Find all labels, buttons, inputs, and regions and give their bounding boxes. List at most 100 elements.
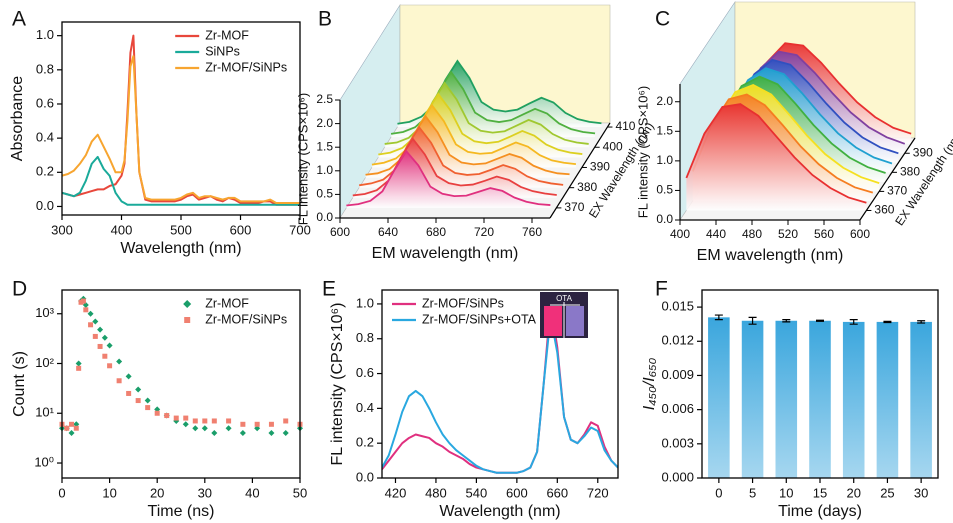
inset-vial [544, 306, 562, 336]
inset-vial [566, 306, 584, 336]
y-tick-label: 1.0 [316, 163, 333, 177]
point [75, 360, 82, 367]
point [201, 425, 208, 432]
plot-frame [61, 21, 301, 216]
x-tick-label: 700 [289, 222, 311, 237]
error-bar [849, 319, 858, 325]
y-tick-label: 0.000 [661, 469, 694, 484]
point [192, 425, 199, 432]
plot-frame [701, 289, 939, 479]
y-tick-label: 0.0 [656, 212, 673, 226]
x-tick-label: 30 [198, 485, 212, 500]
x-tick-label: 30 [914, 485, 928, 500]
point [97, 326, 104, 333]
y-axis-label: Count (s) [11, 351, 28, 417]
point [145, 405, 151, 411]
x-tick-label: 560 [814, 227, 834, 241]
x-tick-label: 0 [58, 485, 65, 500]
y-tick-label: 0.0 [316, 210, 333, 224]
z-tick-label: 380 [900, 164, 920, 178]
bar [708, 317, 730, 478]
bar [741, 320, 764, 478]
x-tick-label: 5 [749, 485, 756, 500]
point [87, 310, 94, 317]
y-tick-label: 0.009 [661, 367, 694, 382]
point [211, 418, 217, 424]
legend-label: SiNPs [205, 44, 240, 58]
point [76, 365, 82, 371]
legend-label: Zr-MOF [205, 28, 249, 42]
y-tick-label: 2.5 [316, 92, 333, 106]
x-tick-label: 400 [670, 227, 690, 241]
x-tick-label: 660 [546, 485, 568, 500]
legend-marker [183, 300, 192, 308]
y-tick-label: 0.0 [356, 469, 374, 484]
point [106, 342, 113, 349]
z-tick-label: 370 [564, 200, 584, 214]
panel-label: E [322, 278, 336, 301]
x-axis-label: Wavelength (nm) [120, 240, 241, 257]
plot-frame [61, 289, 301, 479]
x-tick-label: 760 [522, 225, 542, 239]
z-tick-label: 410 [615, 119, 635, 133]
point [225, 425, 232, 432]
legend-marker [184, 317, 191, 323]
z-tick-label: 400 [603, 139, 623, 153]
legend-label: Zr-MOF/SiNPs [422, 296, 504, 310]
error-bar [714, 314, 723, 321]
y-tick-label: 0.8 [356, 330, 374, 345]
z-tick-label: 390 [590, 160, 610, 174]
point [126, 390, 132, 396]
point [88, 322, 94, 328]
y-tick-label: 2.0 [656, 94, 673, 108]
x-tick-label: 10 [779, 485, 793, 500]
y-tick-label: 0.006 [661, 401, 694, 416]
point [125, 373, 132, 380]
y-tick-label: 0.8 [36, 61, 54, 76]
y-tick-label: 0.5 [656, 183, 673, 197]
y-tick-label: 1.0 [656, 153, 673, 167]
z-tick-label: 390 [913, 145, 933, 159]
point [135, 398, 141, 404]
x-tick-label: 600 [230, 222, 252, 237]
y-axis-label: FL intensity (CPS×10⁶) [329, 303, 346, 466]
y-tick-label: 0.003 [661, 435, 694, 450]
z-tick-label: 380 [577, 180, 597, 194]
point [135, 386, 142, 393]
x-tick-label: 25 [880, 485, 894, 500]
bar [809, 320, 831, 478]
x-tick-label: 500 [170, 222, 192, 237]
point [73, 425, 79, 431]
series-line [382, 315, 618, 474]
legend-label: Zr-MOF [205, 296, 249, 310]
x-tick-label: 720 [474, 225, 494, 239]
x-tick-label: 440 [706, 227, 726, 241]
panel-label: F [655, 278, 668, 301]
panel-label: B [318, 8, 332, 31]
bar [775, 320, 798, 478]
x-tick-label: 600 [330, 225, 350, 239]
x-tick-label: 15 [813, 485, 827, 500]
area-fill [686, 104, 867, 211]
z-tick-label: 370 [887, 184, 907, 198]
y-tick-label: 0.4 [36, 130, 54, 145]
bar [842, 321, 865, 478]
x-axis-label: EM wavelength (nm) [697, 247, 844, 264]
legend-label: Zr-MOF/SiNPs [205, 60, 287, 74]
y-tick-label: 10⁰ [34, 454, 54, 469]
y-tick-label: 10¹ [35, 405, 54, 420]
point [226, 418, 232, 424]
y-tick-label: 10² [35, 355, 54, 370]
z-tick-label: 360 [874, 203, 894, 217]
x-tick-label: 20 [846, 485, 860, 500]
error-bar [748, 316, 757, 325]
y-tick-label: 0.6 [36, 95, 54, 110]
x-tick-label: 720 [587, 485, 609, 500]
y-tick-label: 1.0 [356, 295, 374, 310]
point [192, 418, 198, 424]
series-line [346, 149, 551, 207]
y-tick-label: 1.5 [656, 123, 673, 137]
error-bar [917, 320, 926, 324]
point [282, 430, 289, 437]
series-line [62, 55, 300, 205]
